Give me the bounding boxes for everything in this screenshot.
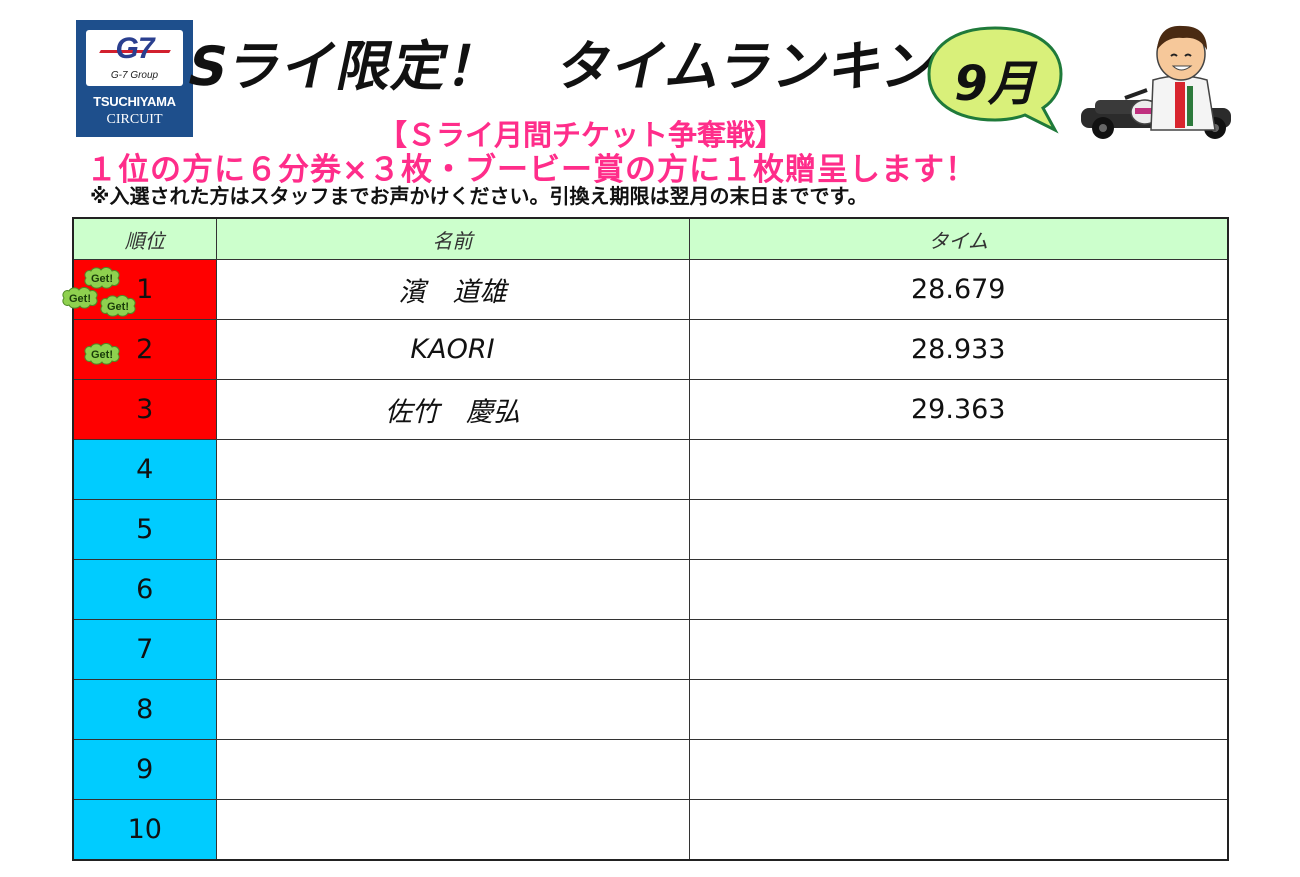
rank-number: 10 — [127, 814, 162, 845]
header-name: 名前 — [215, 217, 690, 260]
name-cell: KAORI — [215, 319, 690, 380]
g7-logo-panel: G7 G-7 Group — [86, 30, 183, 86]
time-cell — [688, 799, 1229, 861]
rank-number: 7 — [136, 634, 154, 665]
rank-number: 5 — [136, 514, 154, 545]
rank-number: 9 — [136, 754, 154, 785]
rank-cell: 6 — [72, 559, 217, 620]
note-text: ※入選された方はスタッフまでお声かけください。引換え期限は翌月の末日までです。 — [90, 184, 868, 208]
ranking-table: 順位 名前 タイム 1 Get! Get! Get! 濱 道雄 28.679 2 Get! KA… — [62, 217, 1229, 861]
table-row: 9 — [72, 739, 1229, 800]
table-row: 2 Get! KAORI 28.933 — [72, 319, 1229, 380]
name-cell — [215, 679, 690, 740]
time-cell — [688, 559, 1229, 620]
table-row: 6 — [72, 559, 1229, 620]
subtitle: 【Ｓライ月間チケット争奪戦】 — [378, 118, 785, 152]
table-row: 8 — [72, 679, 1229, 740]
get-badge-text: Get! — [69, 293, 91, 305]
get-badge-icon: Get! — [98, 294, 138, 318]
table-row: 3 佐竹 慶弘 29.363 — [72, 379, 1229, 440]
name-cell — [215, 559, 690, 620]
header-rank: 順位 — [72, 217, 217, 260]
name-cell: 佐竹 慶弘 — [215, 379, 690, 440]
table-row: 1 Get! Get! Get! 濱 道雄 28.679 — [62, 259, 1229, 320]
name-cell — [215, 439, 690, 500]
get-badge-icon: Get! — [82, 342, 122, 366]
rank-cell: 9 — [72, 739, 217, 800]
time-cell — [688, 739, 1229, 800]
time-cell: 28.933 — [688, 319, 1229, 380]
time-cell: 29.363 — [688, 379, 1229, 440]
kart-driver-mascot-icon — [1075, 20, 1235, 145]
rank-cell: 10 — [72, 799, 217, 861]
name-cell — [215, 739, 690, 800]
name-cell — [215, 499, 690, 560]
rank-number: 6 — [136, 574, 154, 605]
rank-number: 1 — [136, 274, 154, 305]
rank-cell: 5 — [72, 499, 217, 560]
month-label: 9月 — [954, 56, 1036, 112]
rank-number: 8 — [136, 694, 154, 725]
logo-group-text: G-7 Group — [110, 70, 159, 81]
rank-number: 2 — [136, 334, 154, 365]
logo-brand: G7 — [115, 32, 154, 65]
rank-cell: 2 Get! — [72, 319, 217, 380]
table-row: 5 — [72, 499, 1229, 560]
ranking-body: 1 Get! Get! Get! 濱 道雄 28.679 2 Get! KAORI 28.933 3… — [62, 259, 1229, 861]
rank-number: 4 — [136, 454, 154, 485]
name-cell — [215, 799, 690, 861]
rank-cell: 4 — [72, 439, 217, 500]
table-header-row: 順位 名前 タイム — [72, 217, 1229, 260]
time-cell — [688, 439, 1229, 500]
rank-number: 3 — [136, 394, 154, 425]
logo-line2: CIRCUIT — [106, 112, 163, 127]
tsuchiyama-circuit-logo: G7 G-7 Group TSUCHIYAMA CIRCUIT — [76, 20, 193, 137]
logo-line1: TSUCHIYAMA — [93, 94, 176, 109]
name-cell: 濱 道雄 — [215, 259, 690, 320]
month-bubble: 9月 — [925, 24, 1065, 134]
time-cell — [688, 619, 1229, 680]
get-badge-icon: Get! — [82, 266, 122, 290]
prize-text: １位の方に６分券×３枚・ブービー賞の方に１枚贈呈します！ — [86, 152, 977, 188]
table-row: 7 — [72, 619, 1229, 680]
speech-bubble-icon — [927, 26, 1063, 134]
header-time: タイム — [688, 217, 1229, 260]
page-title: Sライ限定！ タイムランキング — [181, 35, 1000, 98]
get-badge-text: Get! — [107, 301, 129, 313]
rank-cell: 1 Get! Get! Get! — [62, 259, 217, 320]
name-cell — [215, 619, 690, 680]
rank-cell: 3 — [72, 379, 217, 440]
time-cell: 28.679 — [688, 259, 1229, 320]
get-badge-text: Get! — [91, 273, 113, 285]
time-cell — [688, 679, 1229, 740]
rank-cell: 7 — [72, 619, 217, 680]
table-row: 10 — [72, 799, 1229, 861]
rank-cell: 8 — [72, 679, 217, 740]
get-badge-text: Get! — [91, 349, 113, 361]
time-cell — [688, 499, 1229, 560]
get-badge-icon: Get! — [60, 286, 100, 310]
table-row: 4 — [72, 439, 1229, 500]
